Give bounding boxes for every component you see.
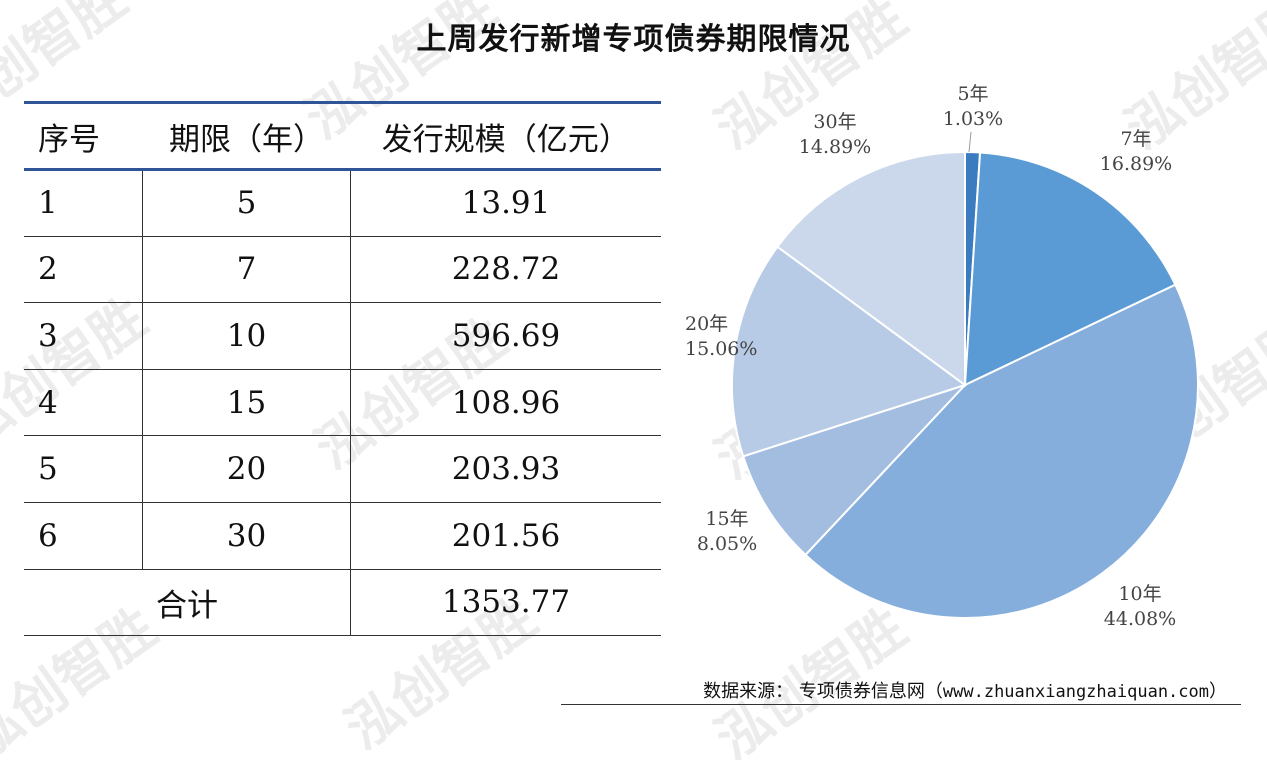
table-header-row: 序号 期限（年） 发行规模（亿元） [24, 101, 661, 171]
table-row: 3 10 596.69 [24, 302, 661, 370]
cell-term: 15 [142, 369, 351, 437]
table-row: 4 15 108.96 [24, 369, 661, 437]
cell-amount: 203.93 [350, 435, 661, 503]
pie-label-percent: 15.06% [685, 338, 757, 360]
pie-label-percent: 8.05% [697, 533, 757, 555]
pie-label-term: 10年 [1118, 583, 1161, 605]
header-index: 序号 [24, 101, 143, 171]
pie-slice-10年 [804, 283, 1199, 619]
cell-amount: 228.72 [350, 236, 661, 304]
pie-label-term: 30年 [813, 111, 856, 133]
total-amount: 1353.77 [350, 569, 661, 637]
pie-label-percent: 16.89% [1100, 153, 1172, 175]
pie-label-term: 15年 [705, 508, 748, 530]
pie-label-percent: 14.89% [799, 136, 871, 158]
cell-index: 3 [24, 302, 143, 370]
cell-amount: 108.96 [350, 369, 661, 437]
cell-term: 20 [142, 435, 351, 503]
cell-amount: 13.91 [350, 169, 661, 237]
cell-term: 10 [142, 302, 351, 370]
source-underline [561, 704, 1241, 705]
cell-term: 30 [142, 502, 351, 570]
cell-index: 2 [24, 236, 143, 304]
cell-index: 4 [24, 369, 143, 437]
cell-term: 7 [142, 236, 351, 304]
pie-label-percent: 44.08% [1104, 608, 1176, 630]
source-close: ） [1209, 681, 1227, 702]
pie-slice-7年 [963, 151, 1177, 387]
table-row: 2 7 228.72 [24, 236, 661, 304]
data-source: 数据来源： 专项债券信息网（www.zhuanxiangzhaiquan.com… [703, 677, 1227, 703]
source-url: www.zhuanxiangzhaiquan.com [942, 682, 1209, 702]
table-total-row: 合计 1353.77 [24, 569, 661, 637]
table-row: 6 30 201.56 [24, 502, 661, 570]
header-term: 期限（年） [142, 101, 351, 171]
cell-amount: 201.56 [350, 502, 661, 570]
total-label: 合计 [24, 569, 351, 637]
pie-chart-svg: 5年 1.03% 7年 16.89% 10年 44.08% 15年 8.05% 20年 15.06… [685, 83, 1199, 630]
source-label: 数据来源： [703, 681, 794, 702]
table-row: 1 5 13.91 [24, 169, 661, 237]
pie-label-term: 20年 [685, 313, 728, 335]
pie-label-percent: 1.03% [943, 108, 1003, 130]
cell-index: 5 [24, 435, 143, 503]
cell-index: 6 [24, 502, 143, 570]
pie-slice-30年 [776, 150, 966, 387]
cell-term: 5 [142, 169, 351, 237]
pie-leader-line [968, 131, 972, 153]
pie-label-term: 7年 [1120, 128, 1151, 150]
source-text: 专项债券信息网（ [798, 681, 943, 702]
pie-chart: 5年 1.03% 7年 16.89% 10年 44.08% 15年 8.05% 20年 15.06… [680, 80, 1267, 660]
cell-index: 1 [24, 169, 143, 237]
pie-label-term: 5年 [957, 83, 988, 105]
page-title: 上周发行新增专项债券期限情况 [416, 22, 851, 57]
pie-slice-15年 [741, 382, 969, 557]
table-row: 5 20 203.93 [24, 435, 661, 503]
pie-slice-20年 [731, 245, 968, 458]
bond-term-table: 序号 期限（年） 发行规模（亿元） 1 5 13.91 2 7 228.72 3… [24, 101, 661, 637]
header-amount: 发行规模（亿元） [350, 101, 661, 171]
cell-amount: 596.69 [350, 302, 661, 370]
